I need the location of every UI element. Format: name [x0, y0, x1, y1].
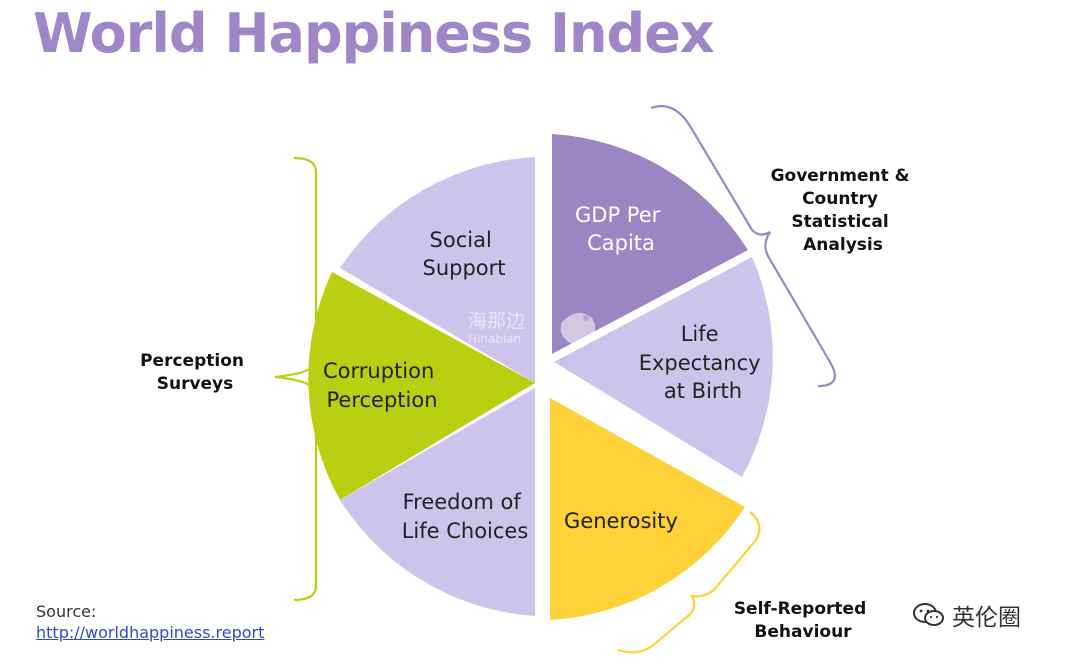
group-government-label: Government & Country Statistical Analysi…	[771, 166, 916, 255]
page-title: World Happiness Index	[33, 2, 715, 65]
source-label: Source:	[36, 602, 97, 621]
source-link[interactable]: http://worldhappiness.report	[36, 623, 265, 642]
segment-gdp: GDP Per Capita	[552, 134, 748, 354]
segment-generosity-label: Generosity	[564, 509, 678, 533]
wechat-icon	[913, 603, 944, 626]
government-bracket	[650, 105, 836, 388]
segment-generosity-shape	[550, 398, 745, 620]
segment-corruption-shape	[308, 272, 535, 500]
segment-freedom-label: Freedom of Life Choices	[402, 490, 529, 543]
segment-life-expectancy-label: Life Expectancy at Birth	[639, 322, 768, 403]
perception-bracket	[274, 156, 318, 602]
group-self-reported-label: Self-Reported Behaviour	[734, 599, 872, 642]
watermark-brand: 英伦圈	[912, 598, 1021, 632]
segment-corruption-label: Corruption Perception	[323, 359, 441, 412]
segment-gdp-shape	[552, 134, 748, 354]
segment-social-support: Social Support	[340, 157, 535, 383]
segment-life-expectancy-shape	[554, 257, 773, 477]
segment-freedom: Freedom of Life Choices	[340, 388, 535, 616]
segment-life-expectancy: Life Expectancy at Birth	[554, 257, 773, 477]
segment-social-support-label: Social Support	[422, 228, 505, 280]
segment-freedom-shape	[340, 388, 535, 616]
segment-gdp-label: GDP Per Capita	[575, 203, 667, 255]
segment-generosity: Generosity	[550, 398, 745, 620]
source-credit: Source: http://worldhappiness.report	[36, 601, 264, 643]
watermark-bird-icon	[560, 312, 596, 345]
group-perception-label: Perception Surveys	[140, 351, 250, 394]
segment-corruption: Corruption Perception	[308, 272, 535, 500]
watermark-brand-text: 英伦圈	[952, 605, 1021, 631]
self-reported-bracket	[617, 511, 761, 654]
segment-social-support-shape	[340, 157, 535, 383]
